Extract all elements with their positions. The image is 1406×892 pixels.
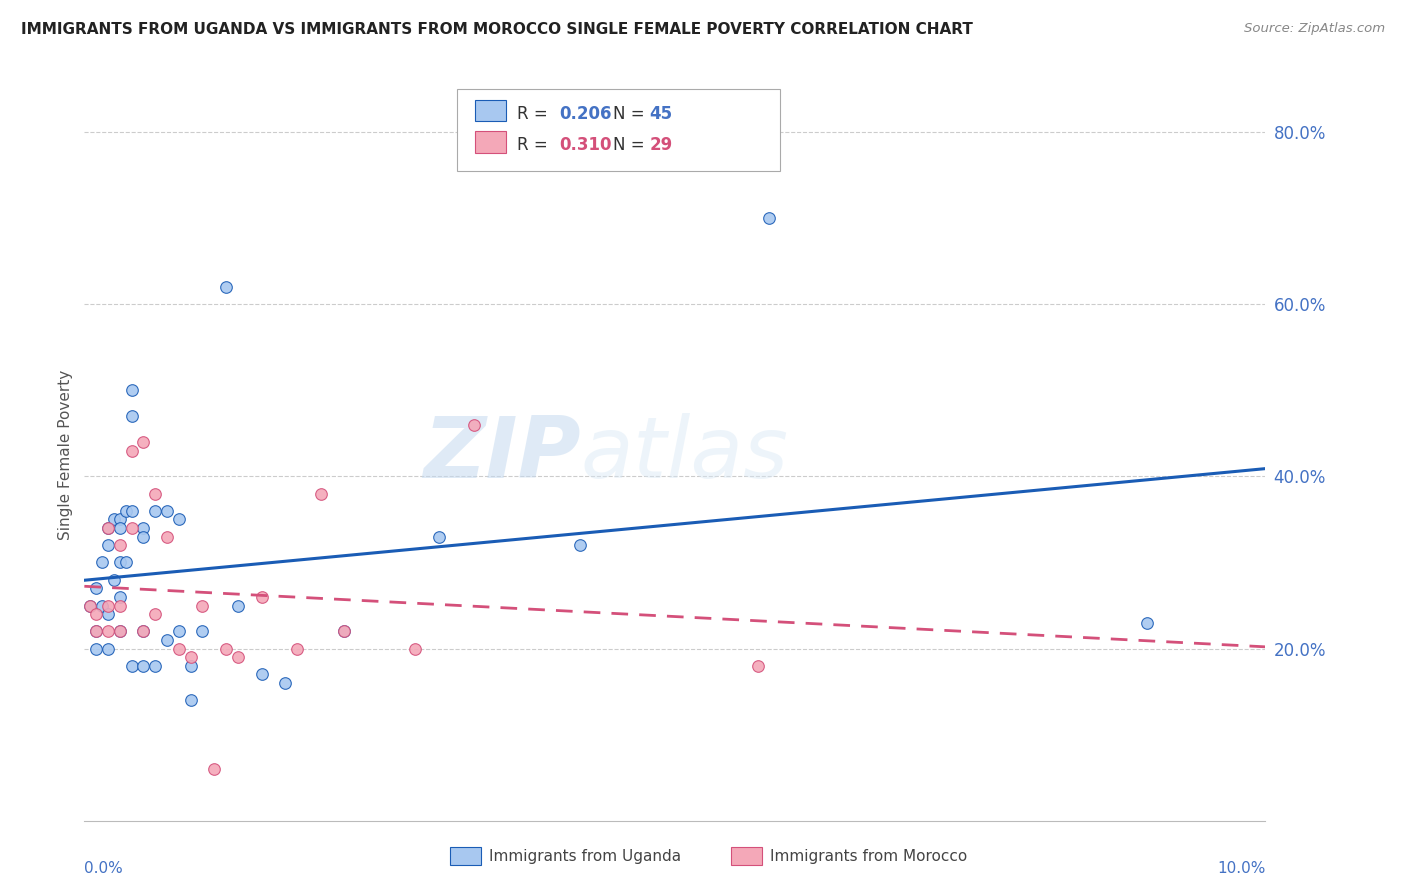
Point	[427, 530, 450, 544]
Point	[132, 658, 155, 673]
Text: N =: N =	[613, 105, 650, 123]
Point	[108, 590, 131, 604]
Point	[226, 650, 249, 665]
Point	[84, 607, 107, 621]
Point	[132, 624, 155, 639]
Point	[143, 658, 166, 673]
Point	[121, 504, 143, 518]
Point	[143, 504, 166, 518]
Point	[250, 667, 273, 681]
Text: IMMIGRANTS FROM UGANDA VS IMMIGRANTS FROM MOROCCO SINGLE FEMALE POVERTY CORRELAT: IMMIGRANTS FROM UGANDA VS IMMIGRANTS FRO…	[21, 22, 973, 37]
Point	[103, 512, 125, 526]
Point	[97, 521, 120, 535]
Point	[108, 538, 131, 552]
Point	[103, 573, 125, 587]
Y-axis label: Single Female Poverty: Single Female Poverty	[58, 370, 73, 540]
Point	[143, 607, 166, 621]
Point	[97, 607, 120, 621]
Point	[333, 624, 356, 639]
Point	[191, 624, 214, 639]
Point	[132, 521, 155, 535]
Point	[97, 599, 120, 613]
Point	[569, 538, 592, 552]
Text: atlas: atlas	[581, 413, 789, 497]
Text: ZIP: ZIP	[423, 413, 581, 497]
Text: R =: R =	[517, 136, 554, 154]
Point	[79, 599, 101, 613]
Point	[114, 556, 136, 570]
Text: Source: ZipAtlas.com: Source: ZipAtlas.com	[1244, 22, 1385, 36]
Point	[121, 409, 143, 424]
Point	[215, 641, 238, 656]
Point	[132, 624, 155, 639]
Point	[84, 624, 107, 639]
Point	[226, 599, 249, 613]
Point	[84, 641, 107, 656]
Point	[84, 582, 107, 596]
Point	[463, 417, 485, 432]
Point	[132, 435, 155, 450]
Point	[180, 650, 202, 665]
Point	[180, 693, 202, 707]
Text: 0.310: 0.310	[560, 136, 612, 154]
Point	[167, 641, 190, 656]
Point	[143, 486, 166, 500]
Text: 0.0%: 0.0%	[84, 861, 124, 876]
Point	[84, 624, 107, 639]
Text: 29: 29	[650, 136, 673, 154]
Text: N =: N =	[613, 136, 650, 154]
Point	[114, 504, 136, 518]
Point	[167, 512, 190, 526]
Point	[97, 538, 120, 552]
Point	[121, 658, 143, 673]
Point	[156, 530, 179, 544]
Point	[167, 624, 190, 639]
Point	[404, 641, 426, 656]
Text: 0.206: 0.206	[560, 105, 612, 123]
Point	[309, 486, 332, 500]
Point	[333, 624, 356, 639]
Point	[250, 590, 273, 604]
Point	[108, 556, 131, 570]
Point	[285, 641, 308, 656]
Point	[108, 521, 131, 535]
Text: R =: R =	[517, 105, 554, 123]
Point	[156, 632, 179, 647]
Text: Immigrants from Uganda: Immigrants from Uganda	[489, 849, 682, 863]
Point	[747, 658, 769, 673]
Point	[108, 624, 131, 639]
Point	[121, 521, 143, 535]
Text: 10.0%: 10.0%	[1218, 861, 1265, 876]
Point	[274, 676, 297, 690]
Point	[758, 211, 780, 226]
Point	[121, 384, 143, 398]
Point	[1136, 615, 1159, 630]
Point	[156, 504, 179, 518]
Point	[91, 556, 114, 570]
Text: Immigrants from Morocco: Immigrants from Morocco	[770, 849, 967, 863]
Point	[97, 624, 120, 639]
Point	[180, 658, 202, 673]
Point	[108, 599, 131, 613]
Point	[91, 599, 114, 613]
Point	[121, 443, 143, 458]
Point	[108, 512, 131, 526]
Point	[97, 521, 120, 535]
Point	[215, 280, 238, 294]
Point	[97, 641, 120, 656]
Text: 45: 45	[650, 105, 672, 123]
Point	[202, 762, 225, 776]
Point	[132, 530, 155, 544]
Point	[79, 599, 101, 613]
Point	[108, 624, 131, 639]
Point	[191, 599, 214, 613]
